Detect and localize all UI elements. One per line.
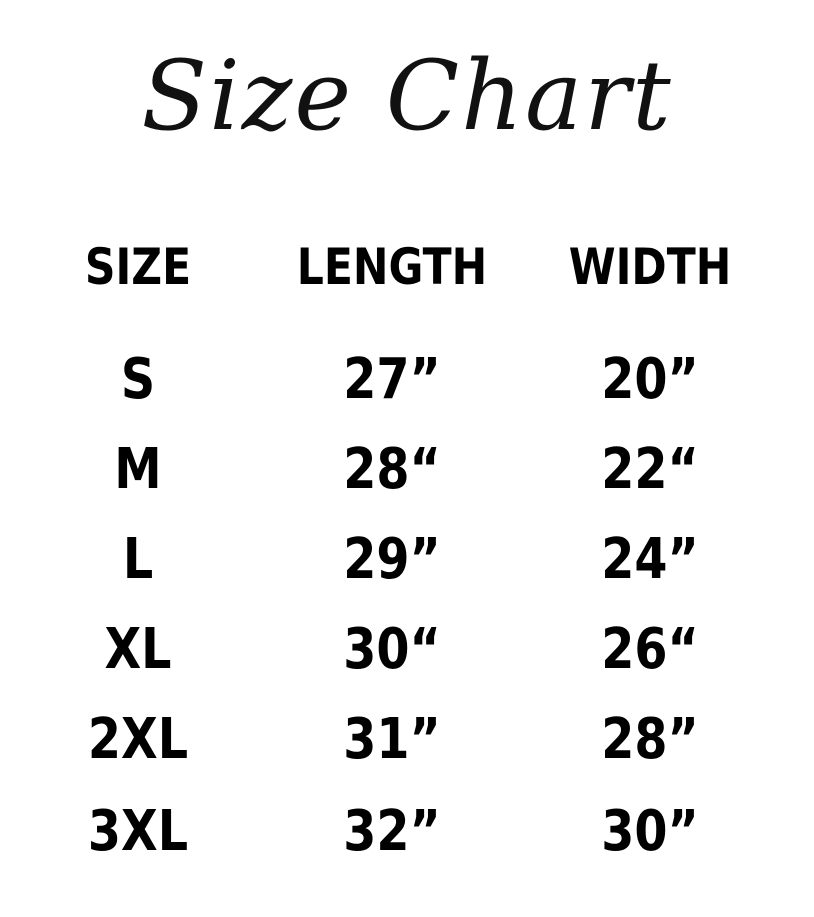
page-title: Size Chart bbox=[141, 40, 673, 152]
size-cell: XL bbox=[104, 617, 172, 682]
length-cell: 31” bbox=[343, 707, 441, 772]
width-cell: 28” bbox=[601, 707, 699, 772]
length-cell: 30“ bbox=[343, 617, 441, 682]
column-header-size: SIZE bbox=[84, 238, 192, 296]
width-cell: 20” bbox=[601, 347, 699, 412]
size-cell: S bbox=[120, 347, 156, 412]
column-header-width: WIDTH bbox=[568, 238, 732, 296]
size-cell: M bbox=[114, 437, 162, 502]
size-cell: 3XL bbox=[87, 799, 189, 864]
length-cell: 27” bbox=[343, 347, 441, 412]
size-cell: 2XL bbox=[87, 707, 189, 772]
width-cell: 26“ bbox=[601, 617, 699, 682]
width-cell: 22“ bbox=[601, 437, 699, 502]
width-cell: 30” bbox=[601, 799, 699, 864]
column-header-length: LENGTH bbox=[296, 238, 488, 296]
length-cell: 28“ bbox=[343, 437, 441, 502]
length-cell: 32” bbox=[343, 799, 441, 864]
length-cell: 29” bbox=[343, 527, 441, 592]
width-cell: 24” bbox=[601, 527, 699, 592]
size-cell: L bbox=[122, 527, 154, 592]
